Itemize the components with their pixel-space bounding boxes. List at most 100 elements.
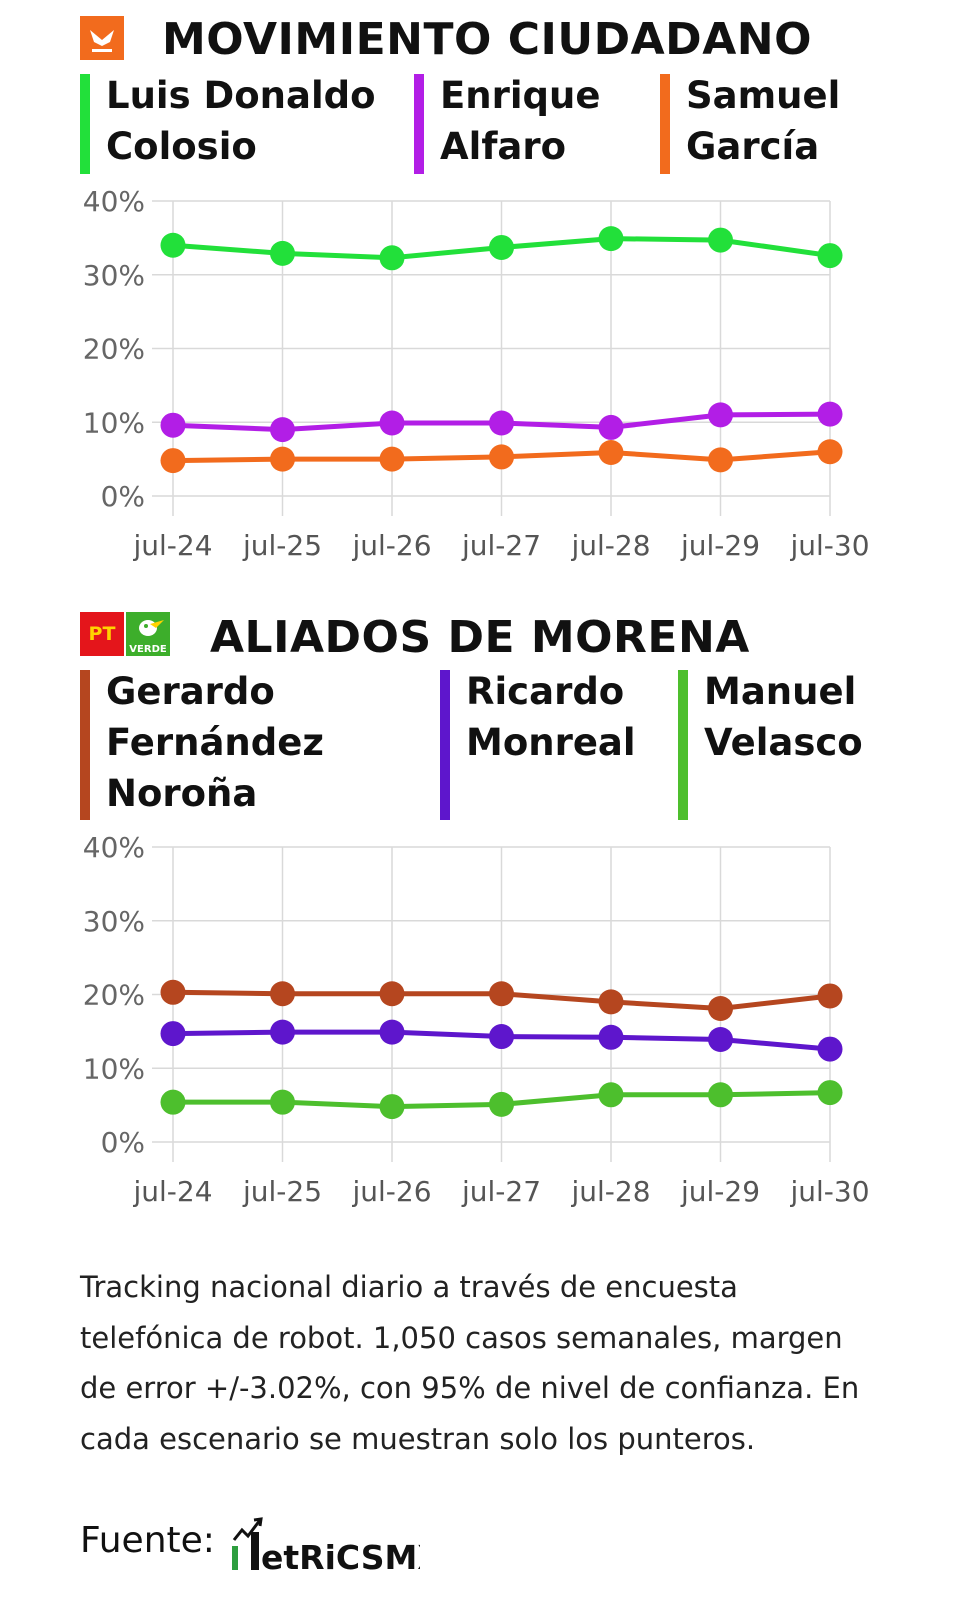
data-point bbox=[598, 439, 624, 465]
data-point bbox=[598, 414, 624, 440]
data-point bbox=[489, 981, 514, 1007]
section-movimiento-ciudadano: MOVIMIENTO CIUDADANO Luis Donaldo Colosi… bbox=[0, 0, 976, 580]
x-tick-label: jul-29 bbox=[680, 1175, 760, 1208]
data-point bbox=[379, 245, 405, 271]
x-tick-label: jul-30 bbox=[789, 529, 869, 562]
legend-label: Fernández bbox=[106, 721, 324, 764]
verde-logo-text: VERDE bbox=[129, 644, 167, 655]
legend-label: García bbox=[686, 125, 820, 168]
legend-color-bar bbox=[414, 74, 424, 174]
legend-item-colosio: Luis Donaldo Colosio bbox=[80, 74, 400, 174]
data-point bbox=[160, 1021, 186, 1047]
legend-label: Ricardo bbox=[466, 670, 625, 713]
x-tick-label: jul-26 bbox=[351, 1175, 431, 1208]
data-point bbox=[708, 1026, 733, 1052]
data-point bbox=[270, 446, 295, 472]
x-tick-label: jul-29 bbox=[680, 529, 760, 562]
legend-item-monreal: Ricardo Monreal bbox=[440, 670, 670, 820]
verde-logo: VERDE bbox=[126, 612, 170, 656]
data-point bbox=[598, 1024, 624, 1050]
x-tick-label: jul-28 bbox=[570, 1175, 650, 1208]
legend-item-garcia: Samuel García bbox=[660, 74, 900, 174]
data-point bbox=[817, 1080, 843, 1106]
x-tick-label: jul-25 bbox=[242, 1175, 322, 1208]
data-point bbox=[270, 981, 295, 1007]
data-point bbox=[708, 447, 733, 473]
data-point bbox=[817, 439, 843, 465]
data-point bbox=[379, 981, 405, 1007]
data-point bbox=[270, 417, 295, 443]
y-tick-label: 40% bbox=[83, 831, 145, 864]
data-point bbox=[708, 227, 733, 253]
x-tick-label: jul-27 bbox=[461, 529, 541, 562]
data-point bbox=[160, 412, 186, 438]
source-line: Fuente: etRiCSMX bbox=[80, 1517, 680, 1588]
data-point bbox=[379, 410, 405, 436]
legend-label: Manuel bbox=[704, 670, 857, 713]
legend-label: Alfaro bbox=[440, 125, 567, 168]
movimiento-ciudadano-logo bbox=[80, 16, 124, 60]
x-tick-label: jul-30 bbox=[789, 1175, 869, 1208]
data-point bbox=[598, 989, 624, 1015]
y-tick-label: 20% bbox=[83, 979, 145, 1012]
pt-logo-text: PT bbox=[88, 623, 116, 645]
data-point bbox=[489, 1024, 514, 1050]
section-title: ALIADOS DE MORENA bbox=[210, 612, 750, 663]
data-point bbox=[489, 410, 514, 436]
legend-label: Enrique bbox=[440, 74, 601, 117]
legend-label: Luis Donaldo bbox=[106, 74, 376, 117]
legend-label: Monreal bbox=[466, 721, 636, 764]
data-point bbox=[270, 240, 295, 266]
metricsmx-logo: etRiCSMX bbox=[232, 1517, 420, 1574]
source-label: Fuente: bbox=[80, 1520, 215, 1561]
data-point bbox=[379, 446, 405, 472]
brand-text: etRiCSMX bbox=[261, 1538, 420, 1574]
y-tick-label: 0% bbox=[101, 480, 145, 513]
y-tick-label: 10% bbox=[83, 406, 145, 439]
data-point bbox=[708, 996, 733, 1022]
legend-color-bar bbox=[440, 670, 450, 820]
data-point bbox=[598, 1082, 624, 1108]
data-point bbox=[160, 232, 186, 258]
y-tick-label: 40% bbox=[83, 185, 145, 218]
section-title: MOVIMIENTO CIUDADANO bbox=[162, 14, 812, 65]
legend-label: Velasco bbox=[704, 721, 863, 764]
data-point bbox=[817, 1036, 843, 1062]
data-point bbox=[270, 1089, 295, 1115]
y-tick-label: 10% bbox=[83, 1052, 145, 1085]
section-aliados-de-morena: PT VERDE ALIADOS DE MORENA Gerardo Ferná… bbox=[0, 600, 976, 1220]
data-point bbox=[708, 1082, 733, 1108]
data-point bbox=[817, 983, 843, 1009]
methodology-note: Tracking nacional diario a través de enc… bbox=[80, 1270, 860, 1456]
x-tick-label: jul-27 bbox=[461, 1175, 541, 1208]
x-tick-label: jul-24 bbox=[132, 529, 212, 562]
legend-label: Colosio bbox=[106, 125, 257, 168]
legend-item-alfaro: Enrique Alfaro bbox=[414, 74, 644, 174]
legend-color-bar bbox=[80, 74, 90, 174]
legend-label: Samuel bbox=[686, 74, 841, 117]
data-point bbox=[160, 448, 186, 474]
legend-color-bar bbox=[660, 74, 670, 174]
y-tick-label: 0% bbox=[101, 1126, 145, 1159]
legend-label: Noroña bbox=[106, 772, 258, 815]
data-point bbox=[160, 1089, 186, 1115]
x-tick-label: jul-26 bbox=[351, 529, 431, 562]
data-point bbox=[489, 234, 514, 260]
y-tick-label: 30% bbox=[83, 905, 145, 938]
data-point bbox=[489, 1091, 514, 1117]
data-point bbox=[270, 1019, 295, 1045]
data-point bbox=[817, 401, 843, 427]
y-tick-label: 20% bbox=[83, 333, 145, 366]
toucan-icon bbox=[139, 620, 164, 636]
pt-verde-logos: PT VERDE bbox=[80, 612, 172, 658]
legend-item-velasco: Manuel Velasco bbox=[678, 670, 918, 820]
data-point bbox=[160, 979, 186, 1005]
y-tick-label: 30% bbox=[83, 259, 145, 292]
legend-color-bar bbox=[678, 670, 688, 820]
legend-item-fernandez-norona: Gerardo Fernández Noroña bbox=[80, 670, 410, 820]
data-point bbox=[598, 226, 624, 252]
x-tick-label: jul-28 bbox=[570, 529, 650, 562]
x-tick-label: jul-24 bbox=[132, 1175, 212, 1208]
chart-movimiento-ciudadano: 40% 30% 20% 10% 0% jul-24 jul-25 jul-26 jul-27 ju… bbox=[83, 185, 870, 562]
data-point bbox=[379, 1094, 405, 1120]
